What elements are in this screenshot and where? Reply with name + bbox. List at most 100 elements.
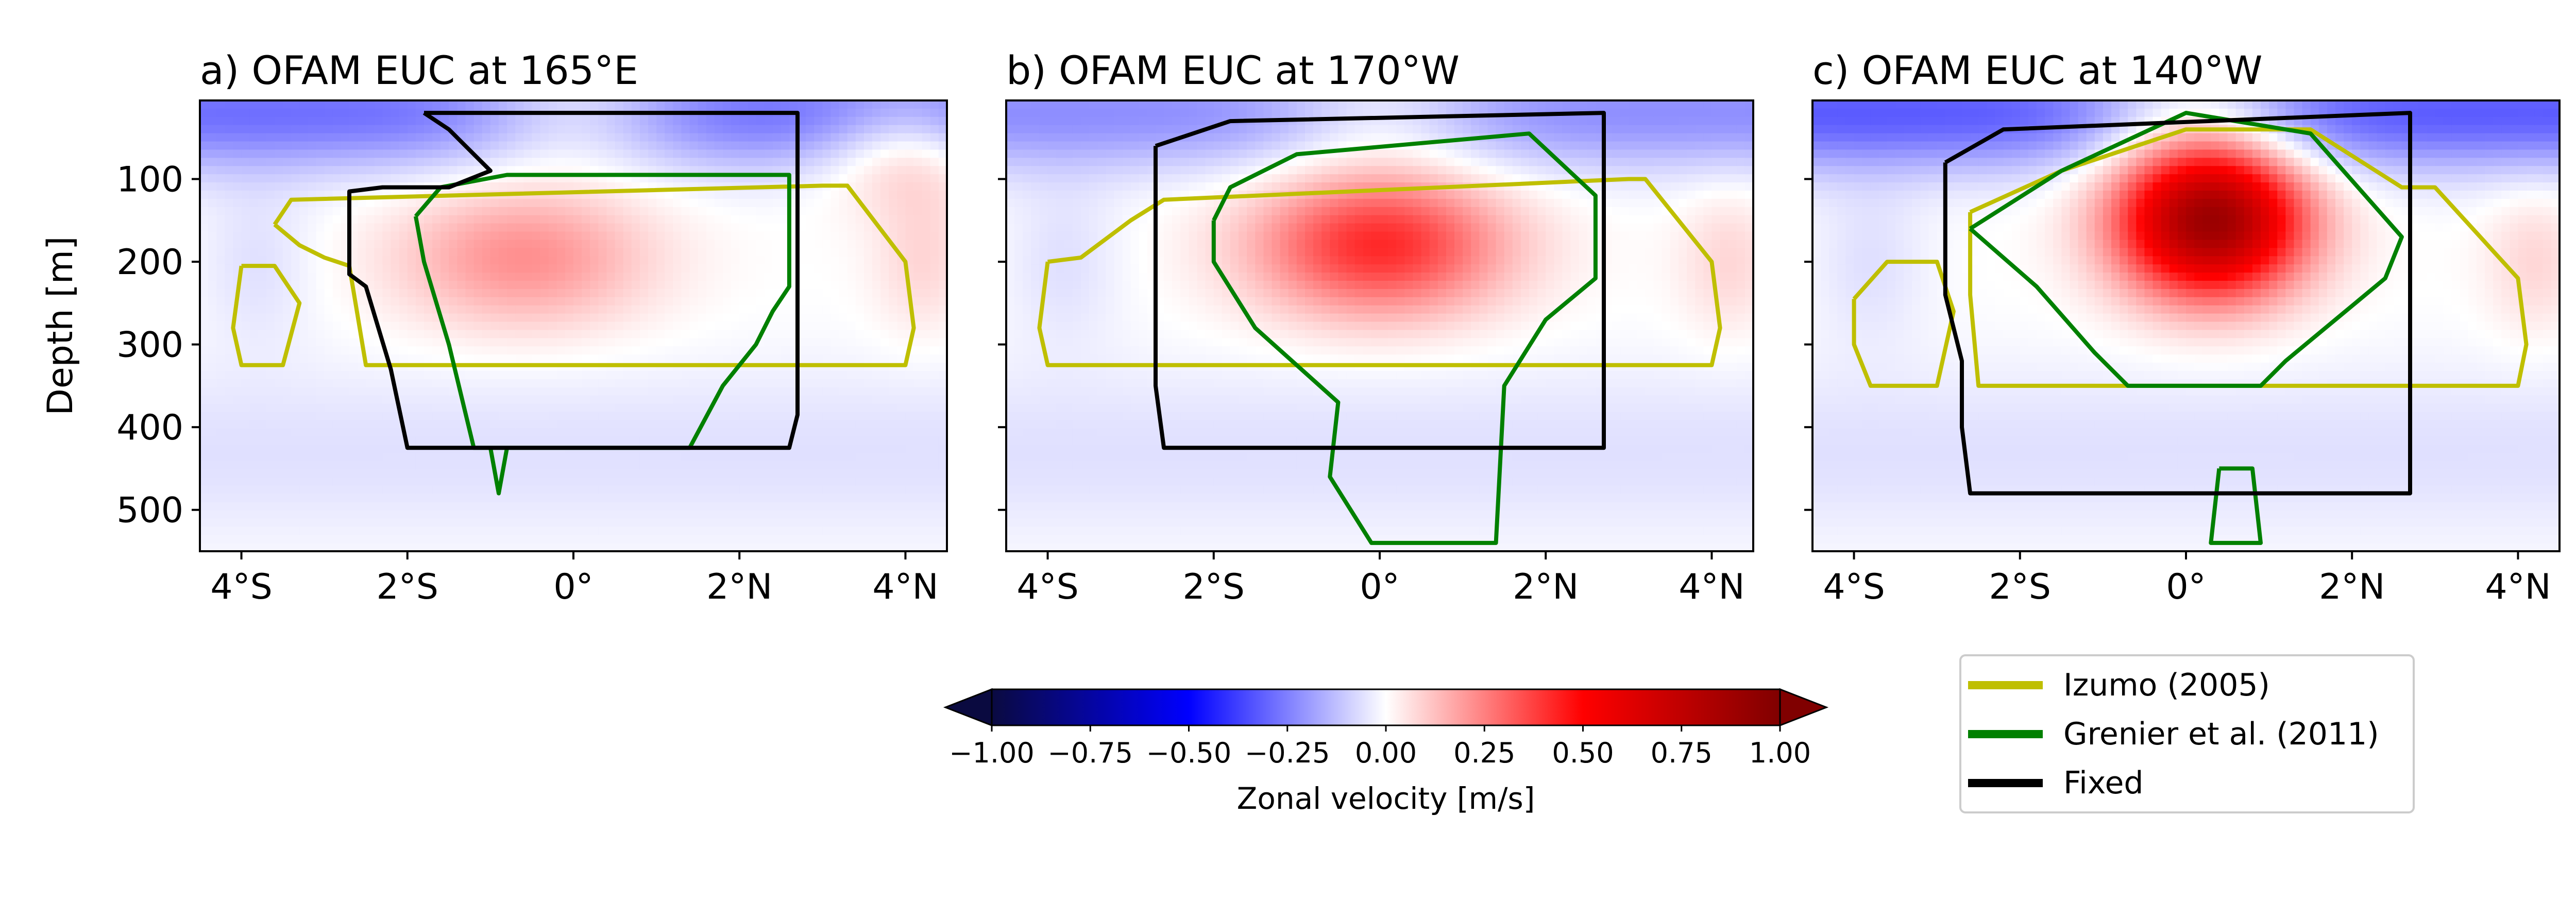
heatmap-cell: [714, 191, 723, 199]
heatmap-cell: [930, 543, 939, 552]
heatmap-cell: [424, 535, 433, 544]
heatmap-cell: [913, 100, 923, 109]
heatmap-cell: [739, 264, 749, 273]
heatmap-cell: [415, 338, 425, 347]
heatmap-cell: [200, 510, 209, 519]
heatmap-cell: [897, 428, 906, 437]
heatmap-cell: [440, 256, 450, 265]
heatmap-cell: [772, 420, 782, 429]
heatmap-cell: [540, 125, 549, 134]
heatmap-cell: [465, 387, 474, 396]
heatmap-cell: [748, 354, 757, 363]
heatmap-cell: [764, 125, 773, 134]
heatmap-cell: [208, 133, 217, 142]
heatmap-cell: [573, 510, 582, 519]
heatmap-cell: [573, 477, 582, 486]
heatmap-cell: [266, 321, 275, 331]
heatmap-cell: [889, 412, 898, 421]
heatmap-cell: [781, 330, 790, 339]
heatmap-cell: [615, 281, 624, 290]
heatmap-cell: [548, 412, 557, 421]
heatmap-cell: [565, 461, 574, 470]
heatmap-cell: [407, 428, 416, 437]
heatmap-cell: [582, 346, 591, 355]
heatmap-cell: [698, 166, 707, 175]
heatmap-cell: [499, 281, 507, 290]
heatmap-cell: [358, 207, 367, 216]
heatmap-cell: [814, 338, 823, 347]
heatmap-cell: [648, 116, 657, 126]
heatmap-cell: [598, 215, 607, 224]
heatmap-cell: [598, 198, 607, 208]
heatmap-cell: [905, 256, 914, 265]
heatmap-cell: [798, 281, 806, 290]
heatmap-cell: [349, 158, 358, 167]
heatmap-cell: [366, 321, 375, 331]
heatmap-cell: [831, 387, 840, 396]
heatmap-cell: [366, 395, 375, 404]
heatmap-cell: [598, 527, 607, 535]
heatmap-cell: [266, 108, 275, 117]
heatmap-cell: [499, 412, 507, 421]
heatmap-cell: [208, 158, 217, 167]
heatmap-cell: [639, 305, 649, 314]
heatmap-cell: [415, 510, 425, 519]
heatmap-cell: [349, 240, 358, 249]
heatmap-cell: [665, 223, 674, 232]
heatmap-cell: [275, 477, 283, 486]
heatmap-cell: [440, 535, 450, 544]
panels: a) OFAM EUC at 165°E4°S 2°S 0° 2°N 4°N100200…: [40, 47, 2561, 607]
heatmap-cell: [440, 379, 450, 388]
heatmap-cell: [465, 215, 474, 224]
heatmap-cell: [897, 518, 906, 528]
heatmap-cell: [374, 428, 383, 437]
heatmap-cell: [490, 543, 499, 552]
heatmap-cell: [473, 166, 483, 175]
heatmap-cell: [839, 191, 848, 199]
heatmap-cell: [606, 527, 616, 535]
heatmap-cell: [399, 346, 408, 355]
heatmap-cell: [316, 346, 325, 355]
heatmap-cell: [789, 502, 798, 511]
heatmap-cell: [714, 543, 723, 552]
heatmap-cell: [515, 527, 524, 535]
heatmap-cell: [540, 371, 549, 380]
heatmap-cell: [648, 477, 657, 486]
heatmap-cell: [880, 371, 890, 380]
heatmap-cell: [739, 207, 749, 216]
heatmap-cell: [249, 166, 259, 175]
heatmap-cell: [216, 273, 226, 281]
heatmap-cell: [648, 412, 657, 421]
heatmap-cell: [556, 198, 566, 208]
heatmap-cell: [673, 403, 682, 413]
heatmap-cell: [565, 264, 574, 273]
heatmap-cell: [798, 461, 806, 470]
heatmap-cell: [349, 354, 358, 363]
heatmap-cell: [341, 149, 350, 159]
heatmap-cell: [283, 100, 292, 109]
heatmap-cell: [341, 412, 350, 421]
heatmap-cell: [764, 288, 773, 298]
heatmap-cell: [648, 248, 657, 257]
heatmap-cell: [631, 420, 640, 429]
heatmap-cell: [831, 477, 840, 486]
heatmap-cell: [415, 379, 425, 388]
heatmap-cell: [798, 313, 806, 322]
heatmap-cell: [598, 518, 607, 528]
heatmap-cell: [573, 412, 582, 421]
heatmap-cell: [382, 141, 392, 150]
heatmap-cell: [332, 125, 342, 134]
heatmap-cell: [814, 379, 823, 388]
heatmap-cell: [440, 354, 450, 363]
heatmap-cell: [515, 182, 524, 191]
heatmap-cell: [349, 133, 358, 142]
heatmap-cell: [515, 125, 524, 134]
heatmap-cell: [532, 182, 541, 191]
heatmap-cell: [358, 485, 367, 495]
heatmap-cell: [681, 527, 690, 535]
heatmap-cell: [249, 436, 259, 445]
heatmap-cell: [473, 485, 483, 495]
heatmap-cell: [673, 428, 682, 437]
heatmap-cell: [249, 149, 259, 159]
heatmap-cell: [208, 338, 217, 347]
